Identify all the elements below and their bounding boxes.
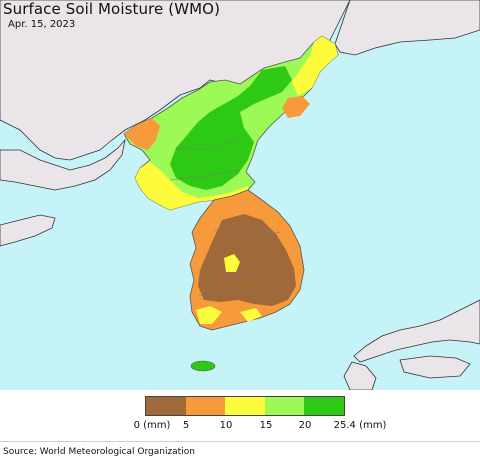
sk-moist-center: [224, 254, 240, 272]
legend-swatch: [146, 397, 186, 415]
nk-orange-east: [282, 96, 310, 118]
legend-swatch: [225, 397, 265, 415]
sk-dry-core: [198, 214, 296, 306]
sk-moist-southeast: [240, 308, 262, 322]
japan-shikoku: [399, 355, 471, 379]
nk-wet-zone: [170, 66, 292, 190]
soil-moisture-map: [0, 0, 480, 390]
legend-tick: 20: [298, 420, 312, 431]
jeju-island: [190, 360, 216, 372]
map-area: [0, 0, 480, 390]
legend-swatch: [264, 397, 305, 415]
nk-dry-west: [135, 162, 248, 210]
source-credit: Source: World Meteorological Organizatio…: [3, 447, 195, 457]
japan-landmass: [353, 299, 480, 363]
legend-tick: 5: [182, 420, 190, 431]
legend-ticks: 0 (mm) 5 10 15 20 25.4 (mm): [0, 420, 480, 434]
legend-tick: 15: [259, 420, 273, 431]
admin-borders: [169, 139, 287, 297]
japan-kyushu: [343, 361, 377, 390]
liaodong-coast: [0, 138, 126, 191]
russia-landmass: [334, 0, 480, 56]
footer-divider: [0, 441, 480, 442]
legend-tick: 25.4 (mm): [333, 420, 387, 431]
legend-swatch: [304, 397, 344, 415]
legend-color-bar: [145, 396, 345, 416]
nk-orange-west: [124, 118, 160, 150]
map-date: Apr. 15, 2023: [8, 19, 76, 30]
map-title: Surface Soil Moisture (WMO): [3, 0, 221, 18]
legend-tick: 0 (mm): [133, 420, 171, 431]
sk-moist-southwest: [196, 306, 222, 324]
legend-swatch: [185, 397, 226, 415]
nk-yellow-northeast: [292, 36, 338, 96]
legend-tick: 10: [219, 420, 233, 431]
shandong-coast: [0, 214, 56, 247]
